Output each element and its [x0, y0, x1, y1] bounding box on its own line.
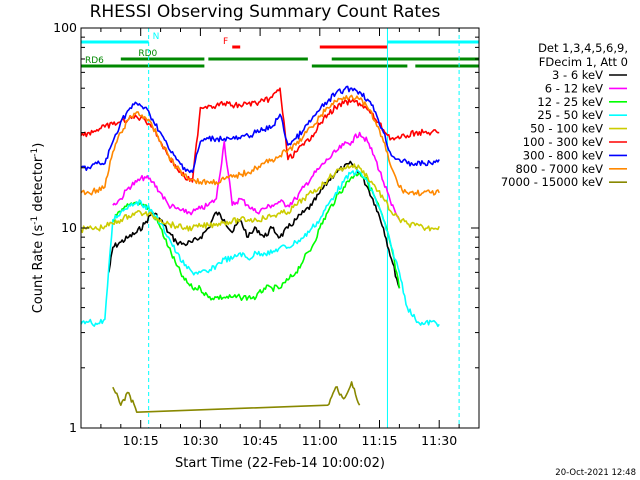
flag-label: N: [153, 32, 160, 42]
series-line: [80, 85, 440, 174]
flag-bars: N F RD0 RD6: [81, 32, 479, 68]
legend-entry: 3 - 6 keV: [552, 68, 603, 82]
x-tick-label: 11:00: [302, 433, 338, 448]
legend-entry: 12 - 25 keV: [537, 95, 603, 109]
legend-entry: 6 - 12 keV: [545, 81, 603, 95]
x-axis-label: Start Time (22-Feb-14 10:00:02): [175, 456, 385, 471]
series-line: [112, 131, 401, 221]
y-axis-label-sup2: -1: [30, 148, 40, 157]
y-axis-label-part2: detector: [31, 156, 46, 216]
x-tick-label: 10:45: [242, 433, 278, 448]
series-line: [80, 94, 440, 197]
legend-entry: 50 - 100 keV: [530, 122, 603, 136]
y-axis-label-sup1: -1: [30, 216, 40, 225]
x-tick-label: 11:15: [361, 433, 397, 448]
legend-entry: 300 - 800 keV: [523, 148, 603, 162]
flag-label: F: [223, 37, 228, 47]
legend-entry: 100 - 300 keV: [523, 135, 603, 149]
legend-header-line-2: FDecim 1, Att 0: [539, 55, 628, 69]
series-line: [80, 163, 440, 234]
series-line: [112, 381, 361, 413]
x-tick-label: 10:15: [123, 433, 159, 448]
legend-entry: 7000 - 15000 keV: [501, 175, 603, 189]
y-axis: 1 10 100: [53, 20, 479, 435]
legend-entry: 800 - 7000 keV: [515, 162, 603, 176]
y-tick-label: 10: [61, 220, 77, 235]
series-line: [112, 171, 401, 302]
x-tick-label: 11:30: [421, 433, 457, 448]
y-axis-label-part3: ): [31, 143, 46, 148]
flag-label: RD6: [85, 56, 104, 66]
chart-title: RHESSI Observing Summary Count Rates: [90, 2, 441, 22]
legend-entry: 25 - 50 keV: [537, 108, 603, 122]
x-axis: 10:15 10:30 10:45 11:00 11:15 11:30: [80, 28, 480, 448]
legend-header-line-1: Det 1,3,4,5,6,9,: [538, 41, 628, 55]
vertical-markers: [148, 28, 460, 428]
series-lines: [80, 85, 440, 413]
y-axis-label: Count Rate (s-1 detector-1): [30, 143, 46, 314]
y-axis-label-part1: Count Rate (s: [31, 225, 46, 314]
y-tick-label: 100: [53, 20, 77, 35]
footer-timestamp: 20-Oct-2021 12:48: [555, 468, 636, 478]
y-tick-label: 1: [69, 420, 77, 435]
series-line: [80, 169, 440, 328]
flag-label: RD0: [138, 49, 157, 59]
legend: Det 1,3,4,5,6,9, FDecim 1, Att 0 3 - 6 k…: [501, 41, 628, 189]
x-tick-label: 10:30: [182, 433, 218, 448]
